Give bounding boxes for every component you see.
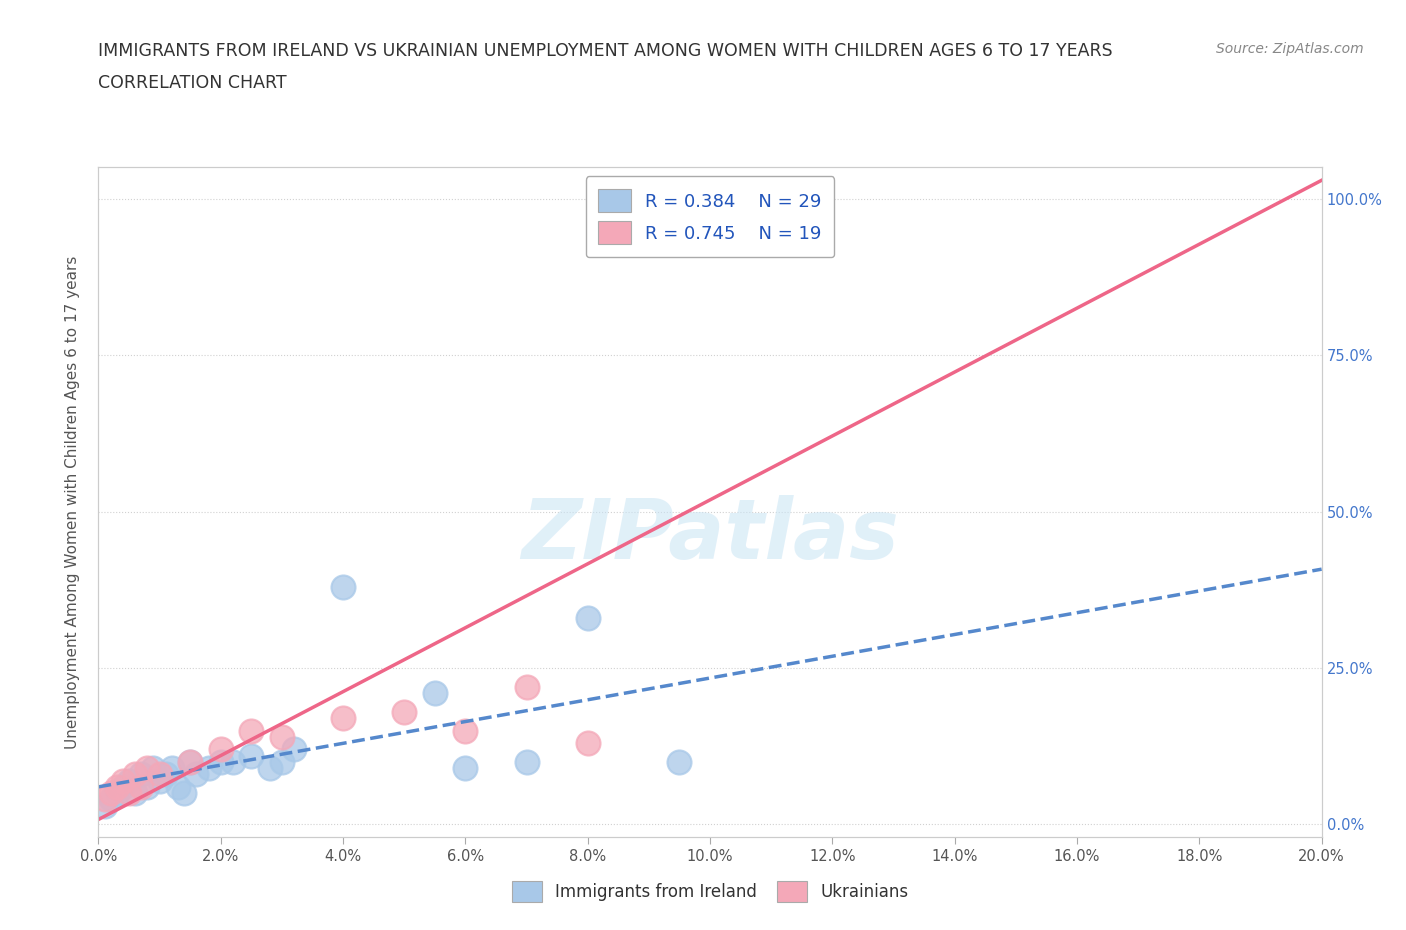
Point [332, 579, 354, 594]
Point [124, 786, 146, 801]
Point [105, 786, 128, 801]
Point [179, 754, 201, 769]
Point [668, 754, 690, 769]
Point [454, 724, 477, 738]
Point [129, 767, 152, 782]
Point [142, 761, 165, 776]
Point [100, 792, 122, 807]
Point [240, 724, 263, 738]
Point [173, 786, 195, 801]
Point [283, 742, 305, 757]
Point [332, 711, 354, 725]
Point [167, 779, 190, 794]
Point [93, 798, 115, 813]
Point [259, 761, 281, 776]
Point [240, 749, 263, 764]
Point [197, 761, 219, 776]
Point [209, 742, 232, 757]
Point [124, 767, 146, 782]
Point [129, 779, 152, 794]
Text: Source: ZipAtlas.com: Source: ZipAtlas.com [1216, 42, 1364, 56]
Point [516, 754, 538, 769]
Point [209, 754, 232, 769]
Point [155, 767, 177, 782]
Point [423, 685, 446, 700]
Point [160, 761, 183, 776]
Y-axis label: Unemployment Among Women with Children Ages 6 to 17 years: Unemployment Among Women with Children A… [65, 256, 80, 749]
Point [179, 754, 201, 769]
Point [576, 610, 599, 625]
Point [454, 761, 477, 776]
Point [136, 761, 159, 776]
Point [759, 192, 782, 206]
Point [516, 680, 538, 695]
Point [118, 773, 141, 788]
Point [222, 754, 245, 769]
Text: ZIPatlas: ZIPatlas [522, 495, 898, 577]
Point [149, 767, 172, 782]
Point [576, 736, 599, 751]
Text: CORRELATION CHART: CORRELATION CHART [98, 74, 287, 92]
Point [111, 773, 134, 788]
Point [111, 779, 134, 794]
Point [118, 786, 141, 801]
Point [186, 767, 208, 782]
Point [100, 786, 122, 801]
Point [270, 754, 292, 769]
Point [93, 792, 115, 807]
Point [149, 773, 172, 788]
Text: IMMIGRANTS FROM IRELAND VS UKRAINIAN UNEMPLOYMENT AMONG WOMEN WITH CHILDREN AGES: IMMIGRANTS FROM IRELAND VS UKRAINIAN UNE… [98, 42, 1114, 60]
Point [270, 729, 292, 744]
Legend: Immigrants from Ireland, Ukrainians: Immigrants from Ireland, Ukrainians [505, 874, 915, 909]
Point [392, 704, 416, 719]
Point [105, 779, 128, 794]
Point [136, 779, 159, 794]
